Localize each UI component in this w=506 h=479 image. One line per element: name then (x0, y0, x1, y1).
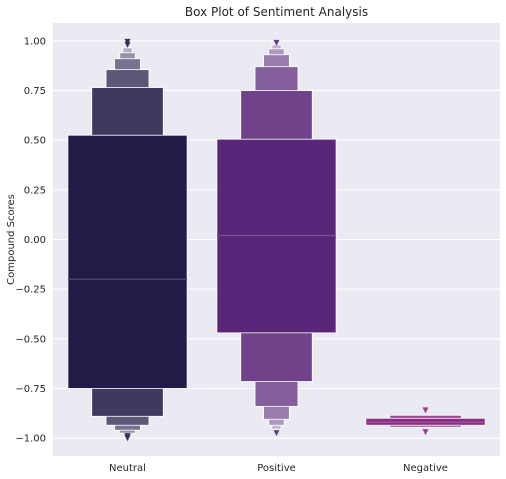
boxen-level-box (67, 134, 188, 389)
y-tick-label: 0.00 (24, 235, 46, 246)
y-tick-label: −0.75 (15, 384, 46, 395)
y-tick-label: 0.25 (24, 185, 46, 196)
outlier-point (273, 430, 280, 437)
y-tick-label: 0.75 (24, 86, 46, 97)
y-tick-label: −1.00 (15, 434, 46, 445)
y-tick-label: 0.50 (24, 136, 46, 147)
chart-title: Box Plot of Sentiment Analysis (185, 5, 368, 19)
y-tick-label: −0.25 (15, 285, 46, 296)
y-axis-ticks: 1.00 0.75 0.50 0.25 0.00 −0.25 −0.50 −0.75 −1.00 (15, 36, 46, 444)
boxen-series (67, 38, 486, 442)
boxen-positive (216, 39, 337, 437)
y-axis-label: Compound Scores (6, 194, 17, 285)
y-tick-label: −0.50 (15, 334, 46, 345)
boxen-neutral (67, 38, 188, 442)
y-tick-label: 1.00 (24, 36, 46, 47)
x-tick-label: Positive (257, 463, 296, 474)
outlier-point (124, 435, 131, 442)
outlier-point (422, 429, 429, 436)
x-tick-label: Negative (403, 463, 448, 474)
outlier-point (273, 39, 280, 46)
x-tick-label: Neutral (109, 463, 146, 474)
x-axis-ticks: Neutral Positive Negative (109, 463, 448, 474)
outlier-point (124, 38, 131, 45)
outlier-point (422, 407, 429, 414)
boxen-negative (365, 407, 486, 436)
